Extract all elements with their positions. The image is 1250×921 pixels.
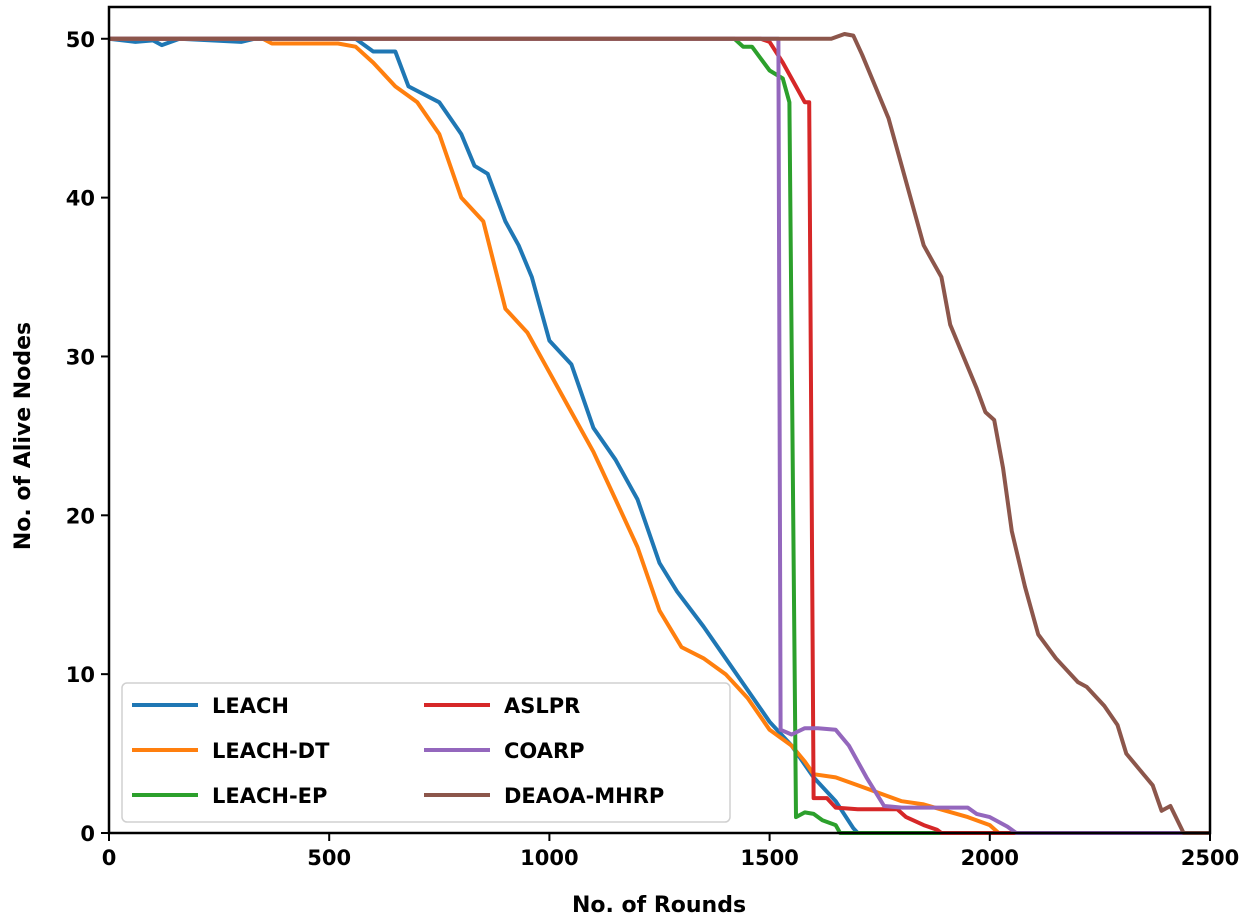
x-tick-label: 500	[307, 846, 351, 870]
x-tick-label: 0	[102, 846, 117, 870]
y-tick-label: 50	[66, 28, 95, 52]
series-lines	[108, 32, 1210, 835]
y-tick-label: 10	[66, 663, 95, 687]
x-tick-label: 1000	[520, 846, 578, 870]
series-line-leach-dt	[109, 36, 1210, 835]
y-tick-label: 30	[66, 345, 95, 369]
x-axis-label: No. of Rounds	[572, 893, 746, 918]
legend-label-leach-ep: LEACH-EP	[212, 784, 327, 808]
series-line-coarp	[109, 36, 1210, 835]
x-tick-label: 1500	[740, 846, 798, 870]
y-tick-label: 40	[66, 187, 95, 211]
legend-label-coarp: COARP	[504, 739, 585, 763]
legend: LEACH LEACH-DT LEACH-EP ASLPR COARP DEAOA-MHR…	[121, 682, 731, 823]
plot-frame	[107, 5, 1212, 835]
legend-label-leach-dt: LEACH-DT	[212, 739, 330, 763]
y-tick-label: 20	[66, 504, 95, 528]
x-tick-label: 2000	[961, 846, 1019, 870]
legend-label-aslpr: ASLPR	[504, 694, 580, 718]
legend-label-leach: LEACH	[212, 694, 289, 718]
axes: 0 500 1000 1500 2000 2500 0 10 20 30 40 50	[66, 5, 1239, 870]
x-tick-label: 2500	[1181, 846, 1239, 870]
series-line-deaoa-mhrp	[109, 32, 1210, 835]
series-line-leach-ep	[109, 36, 1210, 835]
y-axis-label: No. of Alive Nodes	[11, 322, 36, 550]
y-tick-label: 0	[80, 822, 95, 846]
legend-label-deaoa-mhrp: DEAOA-MHRP	[504, 784, 664, 808]
legend-box	[121, 682, 731, 823]
